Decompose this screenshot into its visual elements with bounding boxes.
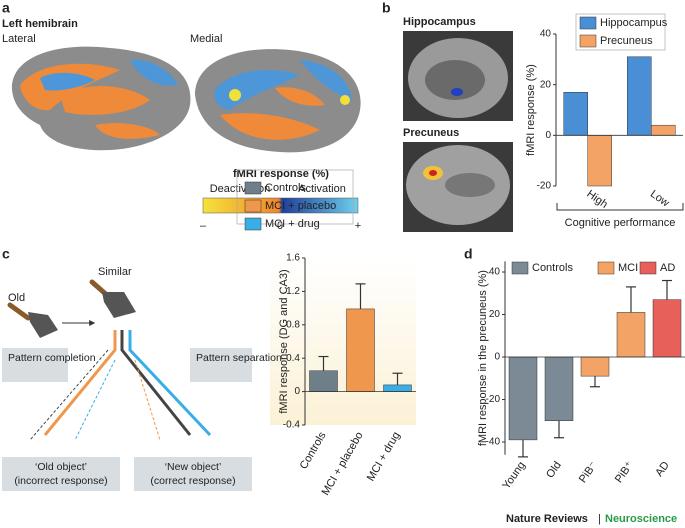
bar <box>346 308 375 392</box>
y-tick-label: 1.6 <box>286 253 300 264</box>
legend-swatch <box>244 199 262 213</box>
bar <box>616 312 646 358</box>
bar <box>627 56 652 136</box>
y-tick-label: 1.2 <box>286 286 300 297</box>
bar <box>651 124 676 136</box>
diagram-label: ‘Old object’ <box>35 461 87 473</box>
scale-tick: 0 <box>277 220 283 232</box>
legend-label: Precuneus <box>600 35 653 47</box>
diagram-label: Similar <box>98 266 132 278</box>
legend-swatch <box>511 261 529 275</box>
panel-letter: b <box>382 0 391 16</box>
label-box <box>2 348 68 382</box>
legend-swatch <box>597 261 615 275</box>
diagram-label: Old <box>8 292 25 304</box>
legend-label: MCI <box>618 262 638 274</box>
x-tick-label: PiB⁻ <box>577 459 600 485</box>
x-tick-label: Young <box>500 460 528 492</box>
legend-swatch <box>244 217 262 231</box>
scale-title: fMRI response (%) <box>233 168 329 180</box>
image-label: Precuneus <box>403 127 459 139</box>
view-label: Lateral <box>2 33 36 45</box>
trowel-icon <box>89 279 136 318</box>
mri-image <box>403 31 513 121</box>
legend-label: Hippocampus <box>600 17 668 29</box>
bracket <box>556 203 684 211</box>
x-axis-label: Cognitive performance <box>565 217 676 229</box>
x-tick-label: MCI + drug <box>365 430 403 483</box>
footer-journal: Nature Reviews <box>506 513 588 525</box>
scale-tick: – <box>200 220 207 232</box>
diagram-label: Pattern completion <box>8 352 96 364</box>
x-tick-label: Low <box>648 188 671 209</box>
mri-image <box>403 142 513 232</box>
y-tick-label: 40 <box>489 267 501 278</box>
footer-separator: | <box>598 513 601 525</box>
label-box <box>134 457 252 491</box>
legend-swatch <box>579 34 597 48</box>
panel-letter: c <box>2 246 10 262</box>
y-axis-label: fMRI response (%) <box>525 64 537 156</box>
legend-label: Controls <box>265 182 306 194</box>
panel-title: Left hemibrain <box>2 18 78 30</box>
y-tick-label: -40 <box>486 437 501 448</box>
y-tick-label: 0.4 <box>286 353 300 364</box>
y-tick-label: -0.4 <box>283 420 301 431</box>
diagram-label: (correct response) <box>150 475 235 487</box>
bar <box>383 384 412 392</box>
y-tick-label: 0.8 <box>286 319 300 330</box>
x-tick-label: PiB⁺ <box>613 459 636 485</box>
diagram-label: ‘New object’ <box>165 461 222 473</box>
y-tick-label: 20 <box>489 309 501 320</box>
legend-swatch <box>639 261 657 275</box>
y-tick-label: 0 <box>294 386 300 397</box>
bar <box>580 356 610 377</box>
y-tick-label: -20 <box>486 394 501 405</box>
bar <box>587 135 612 187</box>
y-axis-label: fMRI response (DG and CA3) <box>278 269 290 413</box>
trowel-icon <box>7 302 58 338</box>
y-tick-label: 0 <box>494 352 500 363</box>
label-box <box>190 348 252 382</box>
bar <box>544 356 574 422</box>
brain-lateral <box>11 46 191 151</box>
label-box <box>2 457 120 491</box>
y-tick-label: 20 <box>540 79 552 90</box>
x-tick-label: High <box>584 188 609 211</box>
legend-label: AD <box>660 262 675 274</box>
legend-box <box>236 169 354 225</box>
x-tick-label: Controls <box>298 430 329 472</box>
y-tick-label: -20 <box>537 181 552 192</box>
x-tick-label: AD <box>653 459 672 478</box>
brain-medial <box>195 49 361 153</box>
bar <box>652 299 682 358</box>
bar <box>309 370 338 392</box>
bar <box>508 356 538 441</box>
legend-label: MCI + drug <box>265 218 320 230</box>
legend-swatch <box>579 16 597 30</box>
panel-letter: d <box>464 246 473 262</box>
y-tick-label: 0 <box>545 130 551 141</box>
x-tick-label: Old <box>544 460 564 481</box>
bar <box>563 92 588 136</box>
diagram-label: (incorrect response) <box>14 475 107 487</box>
footer-section: Neuroscience <box>605 513 677 525</box>
diagram-label: Pattern separation <box>196 352 282 364</box>
legend-swatch <box>244 181 262 195</box>
color-bar <box>202 197 359 214</box>
scale-label: Activation <box>298 183 346 195</box>
view-label: Medial <box>190 33 222 45</box>
pathways <box>29 330 212 441</box>
x-tick-label: MCI + placebo <box>320 430 366 498</box>
image-label: Hippocampus <box>403 16 476 28</box>
scale-tick: + <box>355 220 361 232</box>
panel-letter: a <box>2 0 10 16</box>
legend-label: MCI + placebo <box>265 200 336 212</box>
y-tick-label: 40 <box>540 29 552 40</box>
plot-background <box>270 257 416 425</box>
legend-label: Controls <box>532 262 573 274</box>
y-axis-label: fMRI response in the precuneus (%) <box>477 270 489 446</box>
